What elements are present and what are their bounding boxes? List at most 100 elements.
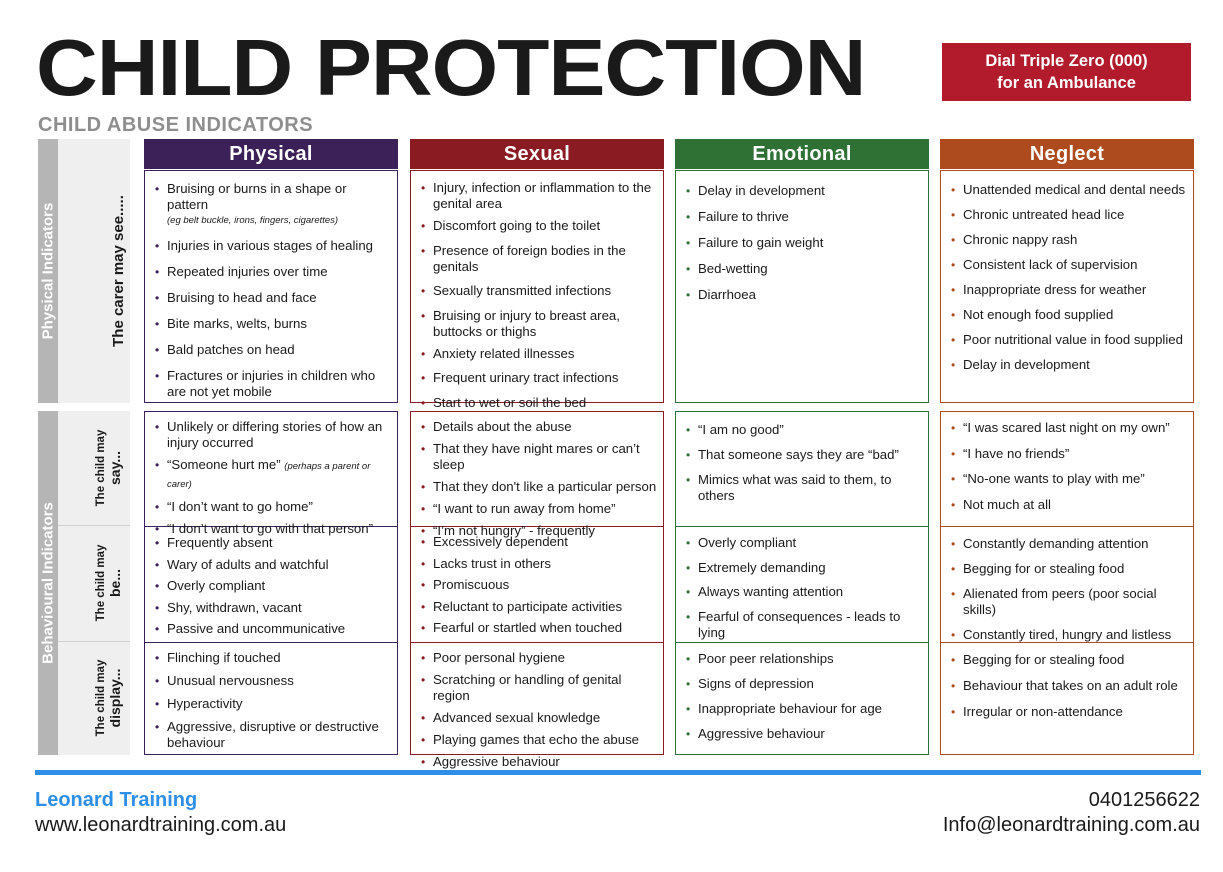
list-item: Scratching or handling of genital region [421,672,657,704]
list-item: “Someone hurt me” (perhaps a parent or c… [155,457,389,493]
list-item: Aggressive behaviour [686,726,922,742]
list-item: That someone says they are “bad” [686,447,922,463]
list-item: Behaviour that takes on an adult role [951,678,1187,694]
list-item: Poor personal hygiene [421,650,657,666]
list-sexual-say: Details about the abuse That they have n… [421,419,657,539]
list-item: Consistent lack of supervision [951,257,1187,273]
carer-may-see-label: The carer may see..... [109,195,127,347]
list-item: Failure to gain weight [686,235,922,251]
list-item: “I am no good” [686,422,922,438]
list-item: Bed-wetting [686,261,922,277]
cell-divider [411,642,663,643]
list-item: Flinching if touched [155,650,389,666]
list-item: Constantly tired, hungry and listless [951,627,1187,643]
child-may-say-line-1: The child may [94,429,107,507]
list-item: Bald patches on head [155,342,389,358]
list-item: Chronic nappy rash [951,232,1187,248]
list-item: Shy, withdrawn, vacant [155,600,389,616]
sidebar-divider-1 [58,525,130,526]
cell-divider [145,642,397,643]
list-item: Repeated injuries over time [155,264,389,280]
list-item: Chronic untreated head lice [951,207,1187,223]
list-item: Overly compliant [155,578,389,594]
cell-divider [676,642,928,643]
behavioural-indicators-box-sexual: Details about the abuse That they have n… [410,411,664,770]
list-sexual-physical: Injury, infection or inflammation to the… [421,180,657,411]
physical-indicators-box-emotional: Delay in development Failure to thrive F… [675,170,929,403]
sidebar-behavioural-strip [38,411,58,755]
list-item: Irregular or non-attendance [951,704,1187,720]
child-may-display-label: The child may display... [95,660,123,737]
list-item: Constantly demanding attention [951,536,1187,552]
list-item: Anxiety related illnesses [421,346,657,362]
list-physical-be: Frequently absent Wary of adults and wat… [155,535,389,637]
list-item: Not enough food supplied [951,307,1187,323]
list-item: Bite marks, welts, burns [155,316,389,332]
list-item: Sexually transmitted infections [421,283,657,299]
list-neglect-say: “I was scared last night on my own” “I h… [951,420,1187,513]
list-item: “I have no friends” [951,446,1187,462]
sidebar-physical: Physical Indicators The carer may see...… [38,139,130,403]
list-item: Bruising or injury to breast area, butto… [421,308,657,340]
list-item: Unattended medical and dental needs [951,182,1187,198]
list-item: Mimics what was said to them, to others [686,472,922,504]
list-item: Frequently absent [155,535,389,551]
sidebar-behavioural: Behavioural Indicators The child may say… [38,411,130,755]
list-item: Failure to thrive [686,209,922,225]
list-item: “No-one wants to play with me” [951,471,1187,487]
list-item: Poor peer relationships [686,651,922,667]
list-item: Injury, infection or inflammation to the… [421,180,657,212]
behavioural-indicators-box-physical: Unlikely or differing stories of how an … [144,411,398,755]
child-may-say-line-2: say... [106,451,123,485]
sidebar-physical-strip [38,139,58,403]
list-item: Playing games that echo the abuse [421,732,657,748]
emergency-line-2: for an Ambulance [997,74,1136,92]
column-header-neglect: Neglect [940,139,1194,169]
brand-name: Leonard Training [35,789,198,811]
list-item: Wary of adults and watchful [155,557,389,573]
list-item: Delay in development [686,183,922,199]
child-may-be-label: The child may be... [95,545,123,622]
physical-indicators-box-neglect: Unattended medical and dental needs Chro… [940,170,1194,403]
list-item: Bruising to head and face [155,290,389,306]
cell-divider [941,526,1193,527]
list-physical-physical: Bruising or burns in a shape or pattern(… [155,181,389,400]
child-may-display-line-2: display... [106,668,123,728]
list-item: Excessively dependent [421,534,657,550]
list-item: Reluctant to participate activities [421,599,657,615]
list-item: Details about the abuse [421,419,657,435]
behavioural-indicators-label: Behavioural Indicators [39,502,57,664]
phone-number: 0401256622 [1088,789,1200,811]
list-emotional-physical: Delay in development Failure to thrive F… [686,183,922,303]
list-item: Hyperactivity [155,696,389,712]
list-item: Aggressive behaviour [421,754,657,770]
list-item: Extremely demanding [686,560,922,576]
list-item: Begging for or stealing food [951,561,1187,577]
item-note: (perhaps a parent or carer) [167,461,371,490]
list-item: Unusual nervousness [155,673,389,689]
list-item: Diarrhoea [686,287,922,303]
sidebar-divider-2 [58,641,130,642]
physical-indicators-box-physical: Bruising or burns in a shape or pattern(… [144,170,398,403]
list-item: Signs of depression [686,676,922,692]
list-item: “I don’t want to go home” [155,499,389,515]
list-sexual-display: Poor personal hygiene Scratching or hand… [421,650,657,770]
list-item: Bruising or burns in a shape or pattern(… [155,181,389,229]
list-item: Unlikely or differing stories of how an … [155,419,389,451]
website-link[interactable]: www.leonardtraining.com.au [35,814,287,836]
list-item: Inappropriate behaviour for age [686,701,922,717]
emergency-banner: Dial Triple Zero (000) for an Ambulance [942,43,1191,101]
list-item: Always wanting attention [686,584,922,600]
list-item: Advanced sexual knowledge [421,710,657,726]
list-item: “I don’t want to go with that person” [155,521,389,537]
email-link[interactable]: Info@leonardtraining.com.au [942,814,1200,836]
list-item: That they have night mares or can’t slee… [421,441,657,473]
list-physical-say: Unlikely or differing stories of how an … [155,419,389,537]
list-item: Fractures or injuries in children who ar… [155,368,389,400]
list-item: Discomfort going to the toilet [421,218,657,234]
physical-indicators-label: Physical Indicators [39,202,57,340]
list-neglect-physical: Unattended medical and dental needs Chro… [951,182,1187,373]
behavioural-indicators-box-emotional: “I am no good” That someone says they ar… [675,411,929,755]
list-item: Begging for or stealing food [951,652,1187,668]
list-item: “I was scared last night on my own” [951,420,1187,436]
